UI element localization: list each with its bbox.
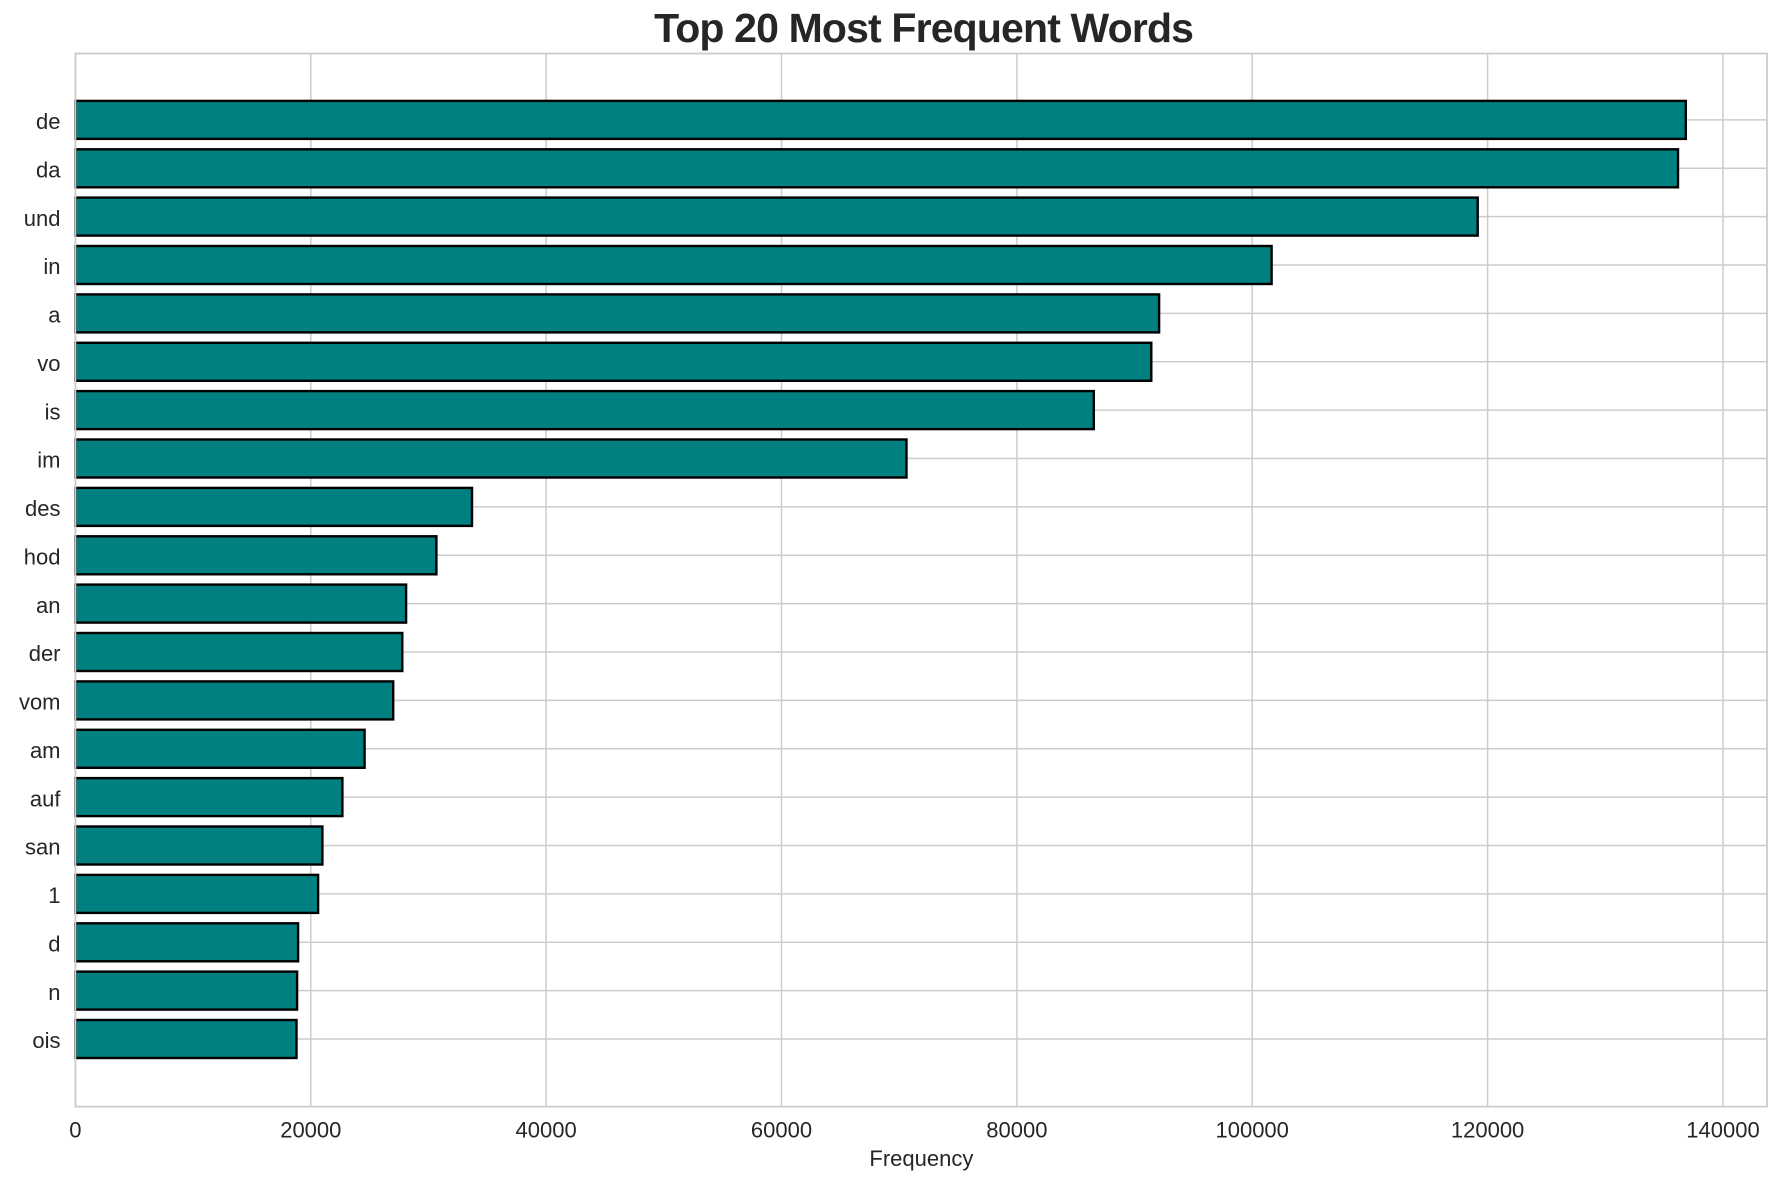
svg-text:20000: 20000 [280,1118,341,1143]
svg-text:0: 0 [69,1118,81,1143]
svg-text:und: und [24,206,61,231]
svg-text:hod: hod [24,545,61,570]
svg-text:80000: 80000 [986,1118,1047,1143]
svg-text:Frequency: Frequency [869,1146,973,1171]
svg-text:vom: vom [19,690,61,715]
svg-text:im: im [37,448,60,473]
svg-text:40000: 40000 [516,1118,577,1143]
svg-text:is: is [45,399,61,424]
svg-text:des: des [25,496,60,521]
svg-text:in: in [43,254,60,279]
svg-text:ois: ois [32,1028,60,1053]
svg-text:vo: vo [37,351,60,376]
svg-text:der: der [29,641,61,666]
svg-text:de: de [36,109,60,134]
svg-text:140000: 140000 [1686,1118,1759,1143]
svg-text:100000: 100000 [1215,1118,1288,1143]
svg-text:am: am [30,738,61,763]
svg-text:d: d [48,932,60,957]
svg-text:n: n [48,980,60,1005]
svg-text:a: a [48,303,61,328]
svg-text:1: 1 [48,883,60,908]
svg-text:an: an [36,593,60,618]
svg-text:san: san [25,835,60,860]
svg-text:60000: 60000 [751,1118,812,1143]
svg-text:da: da [36,158,61,183]
svg-text:auf: auf [30,786,61,811]
svg-text:120000: 120000 [1451,1118,1524,1143]
svg-text:Top 20 Most Frequent Words: Top 20 Most Frequent Words [654,5,1193,51]
